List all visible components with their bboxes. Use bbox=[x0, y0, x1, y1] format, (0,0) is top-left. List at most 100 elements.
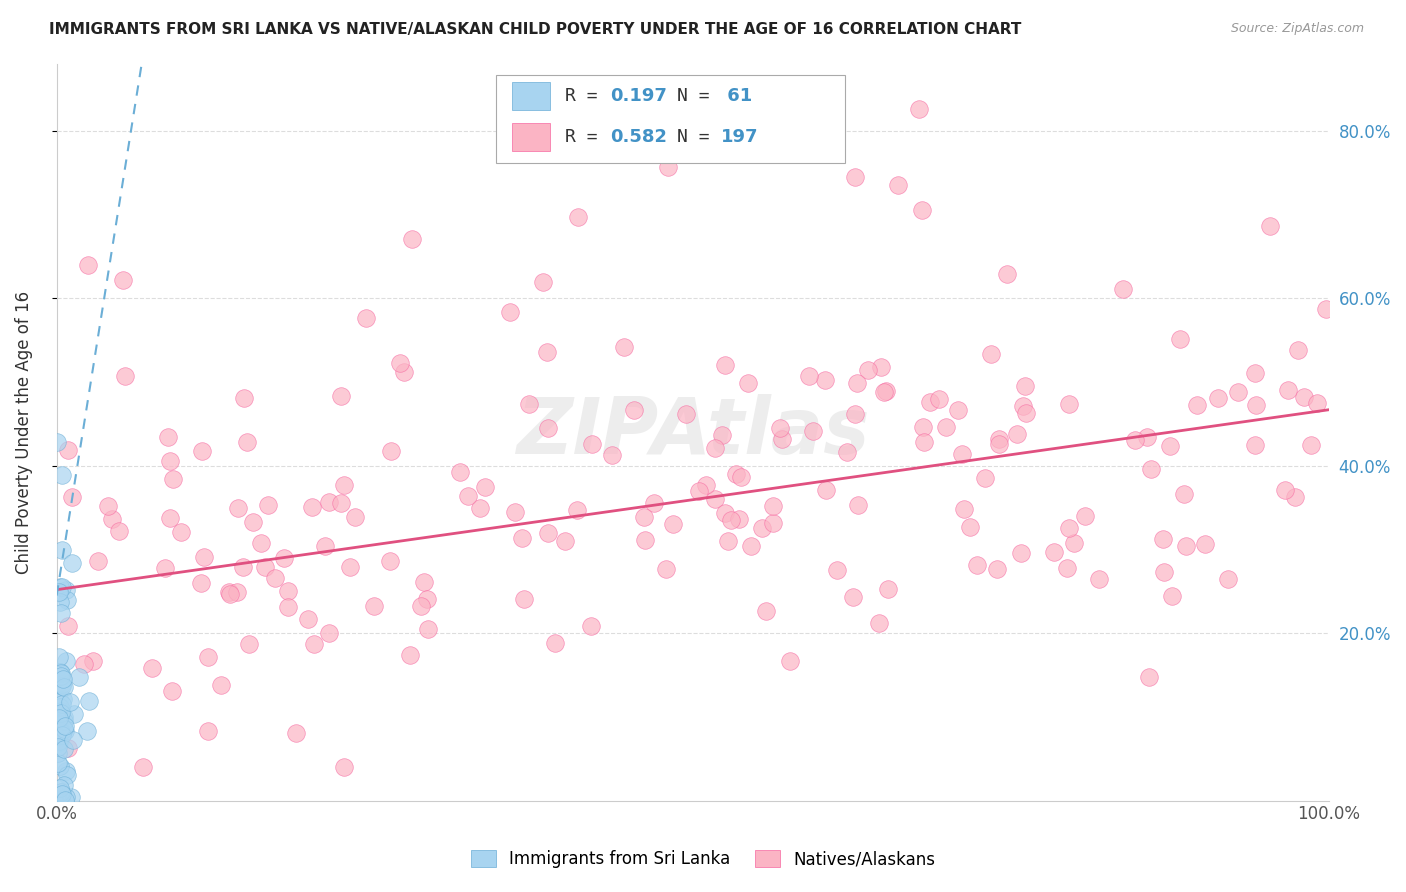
Point bbox=[48, 691, 70, 706]
Point bbox=[770, 432, 793, 446]
Point bbox=[101, 512, 124, 526]
Point bbox=[49, 580, 72, 594]
Point bbox=[56, 593, 79, 607]
Point bbox=[873, 384, 896, 399]
Point bbox=[108, 524, 131, 538]
Point bbox=[415, 592, 437, 607]
Point bbox=[82, 654, 104, 668]
Point bbox=[768, 421, 790, 435]
Point bbox=[513, 591, 536, 606]
Point bbox=[62, 733, 84, 747]
Text: 61: 61 bbox=[721, 87, 752, 104]
Point bbox=[49, 595, 72, 609]
Point bbox=[536, 421, 558, 435]
Point bbox=[846, 498, 869, 512]
Point bbox=[48, 780, 70, 795]
Point bbox=[730, 469, 752, 483]
Point bbox=[228, 500, 250, 515]
Point bbox=[264, 570, 287, 584]
Text: 197: 197 bbox=[721, 128, 758, 146]
Point bbox=[842, 590, 865, 604]
Point bbox=[1014, 379, 1036, 393]
Point bbox=[946, 403, 969, 417]
Point bbox=[987, 437, 1010, 451]
Point bbox=[72, 657, 94, 672]
Point bbox=[52, 672, 75, 686]
Point bbox=[911, 419, 934, 434]
Point bbox=[60, 556, 83, 570]
Point bbox=[844, 407, 866, 421]
Point bbox=[633, 509, 655, 524]
Point bbox=[825, 563, 848, 577]
Point bbox=[356, 310, 378, 325]
Point bbox=[1306, 395, 1329, 409]
Point bbox=[329, 389, 352, 403]
Point bbox=[52, 742, 75, 756]
Point bbox=[995, 268, 1018, 282]
Point bbox=[845, 376, 868, 390]
Point bbox=[254, 560, 277, 574]
Point bbox=[392, 365, 415, 379]
Point bbox=[49, 665, 72, 680]
Point bbox=[399, 648, 422, 662]
Point bbox=[344, 510, 367, 524]
Point bbox=[49, 704, 72, 718]
Point bbox=[409, 599, 432, 613]
Point bbox=[273, 551, 295, 566]
Point bbox=[218, 585, 240, 599]
Point bbox=[1315, 302, 1337, 317]
Point bbox=[160, 684, 183, 698]
Point bbox=[797, 368, 820, 383]
Point bbox=[510, 531, 533, 545]
Legend: Immigrants from Sri Lanka, Natives/Alaskans: Immigrants from Sri Lanka, Natives/Alask… bbox=[464, 843, 942, 875]
Point bbox=[56, 619, 79, 633]
Point bbox=[544, 636, 567, 650]
Point bbox=[330, 496, 353, 510]
Point bbox=[157, 430, 180, 444]
Point bbox=[87, 554, 110, 568]
Point bbox=[457, 489, 479, 503]
Point bbox=[114, 368, 136, 383]
Point bbox=[48, 650, 70, 665]
Point bbox=[190, 575, 212, 590]
Point bbox=[49, 785, 72, 799]
Point bbox=[1123, 433, 1146, 447]
Point bbox=[51, 543, 73, 558]
Point bbox=[519, 397, 541, 411]
Point bbox=[1244, 438, 1267, 452]
Point bbox=[55, 768, 77, 782]
Point bbox=[55, 764, 77, 778]
Point bbox=[1137, 670, 1160, 684]
Point bbox=[581, 437, 603, 451]
Point bbox=[49, 793, 72, 807]
Point bbox=[1140, 462, 1163, 476]
Point bbox=[1170, 332, 1192, 346]
Point bbox=[60, 490, 83, 504]
Text: IMMIGRANTS FROM SRI LANKA VS NATIVE/ALASKAN CHILD POVERTY UNDER THE AGE OF 16 CO: IMMIGRANTS FROM SRI LANKA VS NATIVE/ALAS… bbox=[49, 22, 1022, 37]
Point bbox=[1226, 385, 1249, 400]
Point bbox=[380, 443, 402, 458]
Point bbox=[209, 678, 232, 692]
Point bbox=[1244, 366, 1267, 380]
Point bbox=[60, 789, 83, 804]
Point bbox=[1057, 397, 1080, 411]
Point bbox=[1152, 533, 1174, 547]
Point bbox=[835, 445, 858, 459]
Point bbox=[505, 505, 527, 519]
Point bbox=[232, 560, 254, 574]
Point bbox=[1173, 487, 1195, 501]
Point bbox=[49, 700, 72, 714]
Point bbox=[413, 575, 436, 590]
Point bbox=[51, 467, 73, 482]
Point bbox=[870, 360, 893, 375]
Point bbox=[51, 580, 73, 594]
Point bbox=[856, 363, 879, 377]
Text: 0.197: 0.197 bbox=[610, 87, 666, 104]
Point bbox=[51, 679, 73, 693]
Point bbox=[657, 160, 679, 174]
Point bbox=[974, 471, 997, 485]
Point bbox=[389, 356, 412, 370]
Point bbox=[301, 500, 323, 515]
FancyBboxPatch shape bbox=[512, 123, 550, 151]
Point bbox=[468, 500, 491, 515]
